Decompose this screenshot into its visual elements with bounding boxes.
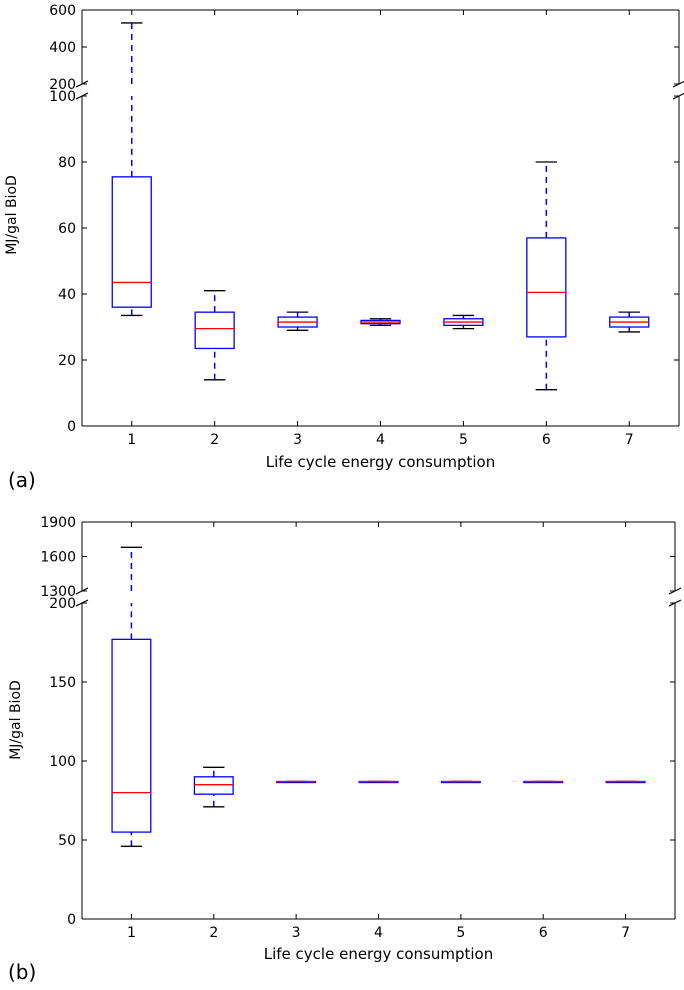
lower-ytick-label: 100: [49, 89, 76, 105]
upper-ytick-label: 1300: [40, 584, 76, 600]
box-4: [358, 780, 399, 784]
box-2: [193, 766, 234, 808]
box-6: [526, 161, 567, 391]
y-axis-label: MJ/gal BioD: [4, 175, 20, 255]
y-axis-label: MJ/gal BioD: [8, 680, 24, 760]
box-5: [443, 314, 484, 330]
box-2: [194, 290, 235, 381]
xtick-label: 5: [456, 925, 465, 941]
chart-panel-2: 1300 1600 1900 0 50 100 150 200 1 2 3 4 5 6 7 Life cycl…: [8, 515, 682, 963]
lower-ytick-label: 0: [67, 419, 76, 435]
iqr-box: [111, 638, 152, 833]
xtick-label: 1: [127, 432, 136, 448]
lower-ytick-label: 80: [58, 155, 76, 171]
xtick-label: 6: [539, 925, 548, 941]
upper-ytick-label: 400: [49, 40, 76, 56]
xtick-label: 4: [374, 925, 383, 941]
upper-ytick-label: 600: [49, 3, 76, 19]
upper-ytick-label: 1900: [40, 515, 76, 531]
panel-label-b: (b): [8, 960, 37, 984]
xtick-label: 2: [209, 925, 218, 941]
box-7: [605, 780, 646, 784]
lower-ytick-label: 0: [67, 912, 76, 928]
box-4: [360, 318, 401, 327]
xtick-label: 4: [376, 432, 385, 448]
chart-panel-1: 200 400 600 0 20 40 60 80 100 1 2 3 4 5 6 7 Life cycle e…: [4, 3, 684, 471]
box-6: [523, 780, 564, 784]
box-5: [440, 780, 481, 784]
xtick-label: 1: [127, 925, 136, 941]
box-1: [111, 22, 152, 317]
xtick-label: 7: [625, 432, 634, 448]
box-3: [276, 780, 317, 784]
box-3: [277, 311, 318, 331]
lower-ytick-label: 150: [49, 675, 76, 691]
box-7: [609, 311, 650, 333]
xtick-label: 3: [293, 432, 302, 448]
iqr-box: [194, 311, 235, 350]
lower-ytick-label: 50: [58, 833, 76, 849]
iqr-box: [526, 237, 567, 338]
xtick-label: 5: [459, 432, 468, 448]
x-axis-label: Life cycle energy consumption: [266, 453, 496, 471]
panel-label-a: (a): [8, 468, 36, 492]
lower-ytick-label: 60: [58, 221, 76, 237]
xtick-label: 7: [621, 925, 630, 941]
lower-ytick-label: 200: [49, 596, 76, 612]
xtick-label: 2: [210, 432, 219, 448]
iqr-box: [193, 776, 234, 795]
upper-ytick-label: 1600: [40, 550, 76, 566]
lower-ytick-label: 20: [58, 353, 76, 369]
iqr-box: [111, 176, 152, 308]
lower-ytick-label: 40: [58, 287, 76, 303]
lower-ytick-label: 100: [49, 754, 76, 770]
xtick-label: 6: [542, 432, 551, 448]
xtick-label: 3: [292, 925, 301, 941]
upper-ytick-label: 200: [49, 77, 76, 93]
x-axis-label: Life cycle energy consumption: [264, 945, 494, 963]
box-1: [111, 546, 152, 847]
